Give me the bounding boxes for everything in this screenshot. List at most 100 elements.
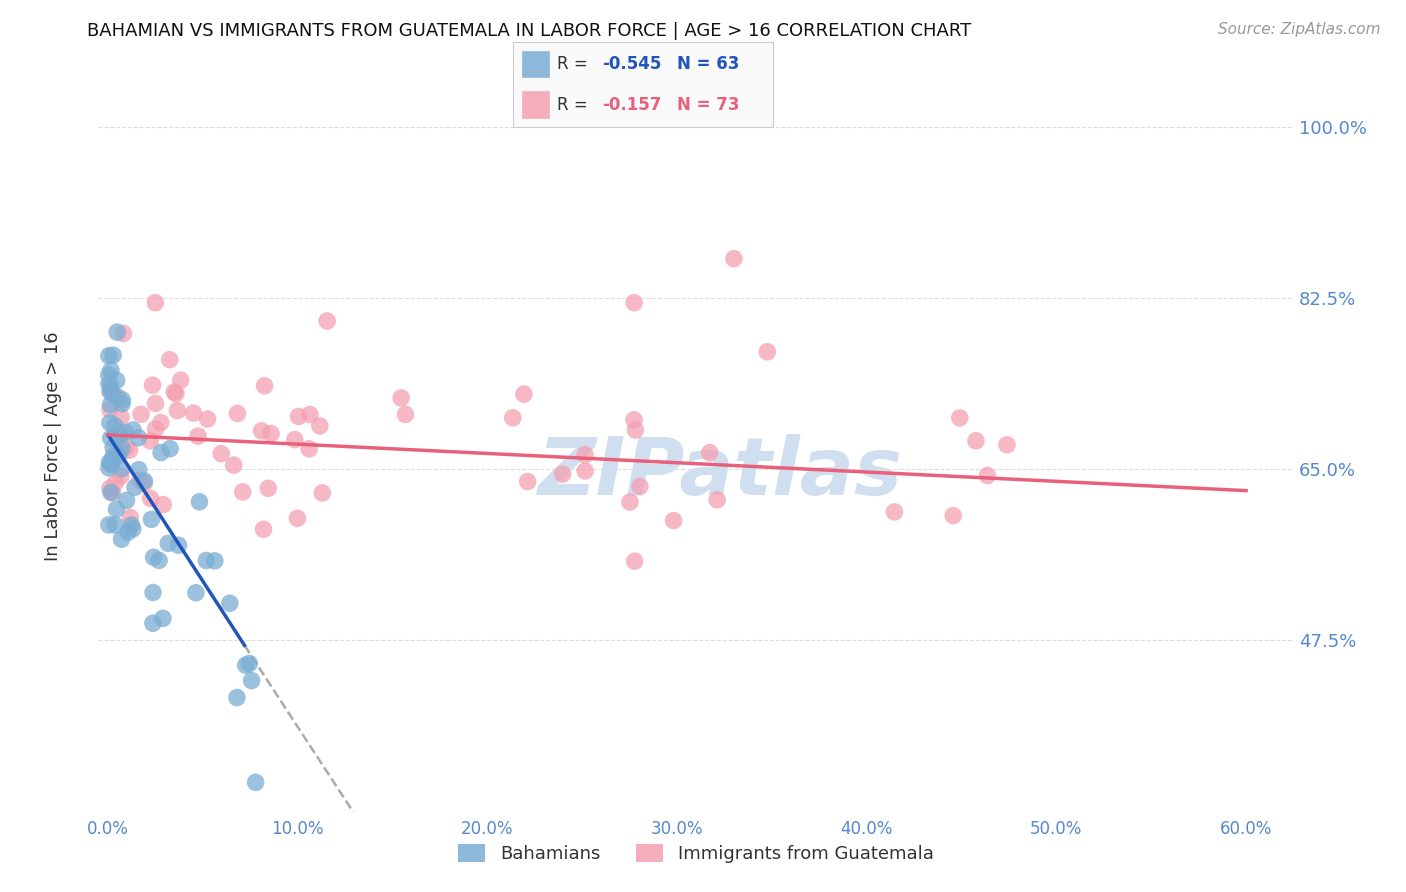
Point bbox=[141, 378, 163, 392]
Point bbox=[103, 387, 125, 401]
Point bbox=[139, 491, 162, 506]
Point bbox=[204, 554, 226, 568]
Point bbox=[163, 384, 186, 399]
Point bbox=[117, 525, 139, 540]
Point bbox=[623, 413, 645, 427]
Point bbox=[98, 402, 121, 417]
Point bbox=[965, 434, 987, 448]
Point bbox=[104, 518, 127, 533]
Point bbox=[976, 468, 998, 483]
Point bbox=[100, 457, 122, 471]
Point bbox=[101, 348, 124, 362]
Point bbox=[170, 373, 193, 387]
Point bbox=[222, 458, 245, 472]
Point bbox=[143, 295, 166, 310]
Point bbox=[218, 596, 240, 610]
Point bbox=[98, 384, 121, 399]
Point bbox=[308, 419, 330, 434]
Point bbox=[101, 441, 124, 455]
Point bbox=[107, 425, 129, 440]
Point bbox=[97, 349, 120, 363]
Point bbox=[97, 368, 120, 383]
Point bbox=[298, 442, 321, 456]
Point bbox=[152, 611, 174, 625]
Point bbox=[195, 553, 218, 567]
Point bbox=[298, 408, 321, 422]
FancyBboxPatch shape bbox=[522, 90, 550, 119]
Point bbox=[159, 352, 181, 367]
Point bbox=[513, 387, 536, 401]
Text: -0.545: -0.545 bbox=[602, 55, 661, 73]
Point bbox=[662, 514, 685, 528]
Text: R =: R = bbox=[557, 55, 593, 73]
Point bbox=[756, 344, 779, 359]
Point bbox=[142, 616, 165, 631]
Text: N = 73: N = 73 bbox=[678, 95, 740, 113]
Point bbox=[226, 690, 249, 705]
Point bbox=[127, 431, 149, 445]
Point bbox=[134, 475, 156, 490]
FancyBboxPatch shape bbox=[522, 50, 550, 78]
Point bbox=[699, 446, 721, 460]
Text: Source: ZipAtlas.com: Source: ZipAtlas.com bbox=[1218, 22, 1381, 37]
Point bbox=[623, 295, 645, 310]
Text: ZIPatlas: ZIPatlas bbox=[537, 434, 903, 511]
Point bbox=[551, 467, 574, 482]
Point bbox=[188, 495, 211, 509]
Point bbox=[118, 443, 141, 458]
Point bbox=[129, 407, 152, 421]
Point bbox=[100, 485, 122, 500]
Point bbox=[122, 522, 145, 536]
Point bbox=[108, 449, 131, 463]
Point bbox=[260, 426, 283, 441]
Text: R =: R = bbox=[557, 95, 599, 113]
Point bbox=[257, 481, 280, 495]
Point bbox=[122, 423, 145, 437]
Point bbox=[628, 479, 651, 493]
Point bbox=[706, 492, 728, 507]
Point bbox=[111, 392, 134, 407]
Point bbox=[105, 325, 128, 339]
Text: -0.157: -0.157 bbox=[602, 95, 661, 113]
Point bbox=[100, 458, 122, 472]
Point bbox=[287, 409, 309, 424]
Point bbox=[883, 505, 905, 519]
Point bbox=[184, 585, 207, 599]
Point bbox=[110, 469, 132, 483]
Point bbox=[624, 423, 647, 437]
Point bbox=[105, 374, 128, 388]
Point bbox=[394, 408, 416, 422]
Point bbox=[120, 518, 142, 533]
Point bbox=[128, 463, 150, 477]
Point bbox=[197, 412, 219, 426]
Point bbox=[942, 508, 965, 523]
Point bbox=[98, 455, 121, 469]
Point bbox=[112, 326, 135, 341]
Point bbox=[240, 673, 263, 688]
Point bbox=[226, 407, 249, 421]
Point bbox=[100, 398, 122, 412]
Point bbox=[100, 384, 122, 398]
Point bbox=[149, 416, 172, 430]
Point bbox=[110, 533, 132, 547]
Point bbox=[101, 485, 124, 500]
Point bbox=[142, 550, 165, 565]
Point bbox=[389, 391, 412, 405]
Point bbox=[284, 433, 307, 447]
Point bbox=[97, 376, 120, 391]
Point bbox=[110, 410, 132, 425]
Point bbox=[245, 775, 267, 789]
Point bbox=[145, 396, 167, 410]
Point bbox=[159, 442, 181, 456]
Point bbox=[145, 422, 167, 436]
Point bbox=[250, 424, 273, 438]
Point bbox=[100, 431, 122, 445]
Point bbox=[98, 482, 121, 496]
Point bbox=[141, 512, 163, 526]
Point bbox=[152, 498, 174, 512]
Point bbox=[232, 485, 254, 500]
Point bbox=[115, 493, 138, 508]
Point bbox=[502, 410, 524, 425]
Point bbox=[623, 554, 645, 568]
Point bbox=[105, 502, 128, 516]
